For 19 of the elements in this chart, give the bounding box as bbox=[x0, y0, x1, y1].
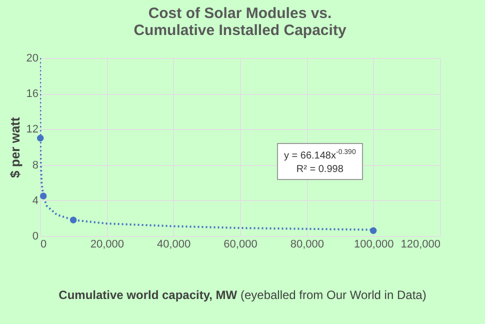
y-tick-label: 8 bbox=[32, 159, 38, 172]
x-tick-label: 20,000 bbox=[90, 238, 124, 250]
x-axis-title: Cumulative world capacity, MW (eyeballed from Our World in Data) bbox=[58, 288, 428, 302]
y-tick-label: 16 bbox=[26, 88, 38, 100]
annotation: R² = 0.998 bbox=[296, 164, 344, 176]
x-tick-label: 120,000 bbox=[400, 238, 440, 250]
annotation: y = 66.148x$^{-0.390}$ bbox=[284, 149, 356, 162]
x-tick-label: 80,000 bbox=[290, 238, 324, 250]
y-axis-title: $ per watt bbox=[7, 116, 22, 178]
x-tick-label: 60,000 bbox=[224, 238, 258, 250]
y-tick-label: 4 bbox=[32, 194, 38, 207]
y-tick-label: 12 bbox=[26, 124, 38, 136]
x-tick-label: 100,000 bbox=[354, 238, 394, 250]
chart-title: Cost of Solar Modules vs. Cumulative Installed Capacity bbox=[134, 5, 347, 39]
point bbox=[370, 227, 377, 234]
y-tick-label: 0 bbox=[32, 230, 38, 242]
x-tick-label: 40,000 bbox=[157, 238, 191, 250]
x-tick-label: 0 bbox=[40, 238, 47, 250]
y-tick-label: 20 bbox=[26, 52, 38, 64]
